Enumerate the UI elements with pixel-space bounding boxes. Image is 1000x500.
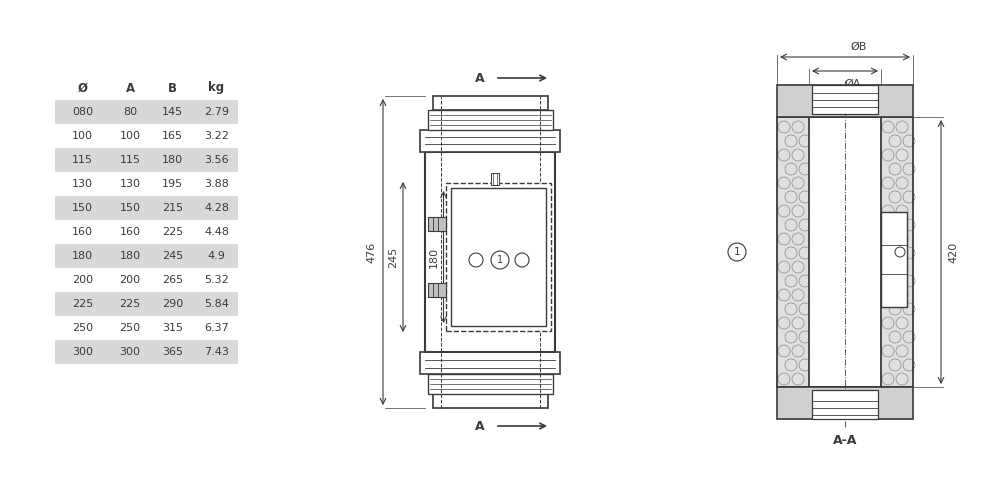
Text: ØA: ØA [845,79,861,89]
Text: 215: 215 [162,203,183,213]
Bar [777,117,809,387]
Text: 250: 250 [119,323,141,333]
Bar [777,117,913,387]
Bar [55,340,238,364]
Text: 250: 250 [72,323,93,333]
Bar [446,183,550,331]
Text: 3.56: 3.56 [204,155,229,165]
Text: A-A: A-A [833,434,857,448]
Text: 2.79: 2.79 [204,107,229,117]
Text: ØB: ØB [851,42,867,52]
Text: 300: 300 [72,347,93,357]
Text: 225: 225 [119,299,141,309]
Bar [55,196,238,220]
Text: A: A [125,82,135,94]
Text: 130: 130 [72,179,93,189]
Bar [777,85,913,117]
Text: 4.9: 4.9 [208,251,225,261]
Bar [432,96,548,110]
Text: 200: 200 [119,275,141,285]
Text: A: A [475,72,485,85]
Bar [55,244,238,268]
Text: 115: 115 [120,155,140,165]
Text: 100: 100 [72,131,93,141]
Text: 180: 180 [72,251,93,261]
Text: 315: 315 [162,323,183,333]
Bar [420,130,560,152]
Bar [432,394,548,408]
Text: 150: 150 [120,203,140,213]
Text: 476: 476 [366,242,376,262]
Bar [428,282,446,296]
Text: 195: 195 [162,179,183,189]
Bar [55,292,238,316]
Text: 4.28: 4.28 [204,203,229,213]
Text: 5.84: 5.84 [204,299,229,309]
Text: 300: 300 [120,347,140,357]
Text: 080: 080 [72,107,93,117]
Text: 420: 420 [948,242,958,262]
Text: 150: 150 [72,203,93,213]
Text: 145: 145 [162,107,183,117]
Text: 130: 130 [120,179,140,189]
Text: 225: 225 [162,227,183,237]
Bar [809,117,881,387]
Bar [812,85,878,114]
Text: 160: 160 [72,227,93,237]
Text: B: B [168,82,177,94]
Text: 180: 180 [428,246,438,268]
Text: Ø: Ø [78,82,88,94]
Bar [55,148,238,172]
Bar [420,352,560,374]
Bar [450,188,546,326]
Text: 290: 290 [162,299,183,309]
Text: 7.43: 7.43 [204,347,229,357]
Text: kg: kg [208,82,225,94]
Text: 165: 165 [162,131,183,141]
Text: 1: 1 [734,247,740,257]
Text: 160: 160 [120,227,140,237]
Text: 265: 265 [162,275,183,285]
Text: 80: 80 [123,107,137,117]
Text: 100: 100 [120,131,140,141]
Text: 3.22: 3.22 [204,131,229,141]
Text: 115: 115 [72,155,93,165]
Bar [55,100,238,124]
Bar [425,152,555,352]
Text: 365: 365 [162,347,183,357]
Bar [428,218,446,232]
Text: 225: 225 [72,299,93,309]
Bar [491,173,499,185]
Text: A: A [475,420,485,432]
Text: 180: 180 [162,155,183,165]
Text: 6.37: 6.37 [204,323,229,333]
Text: 180: 180 [119,251,141,261]
Text: 1: 1 [497,255,503,265]
Bar [881,117,913,387]
Text: 3.88: 3.88 [204,179,229,189]
Bar [881,212,907,307]
Text: 200: 200 [72,275,93,285]
Text: 245: 245 [162,251,183,261]
Bar [812,390,878,419]
Text: 5.32: 5.32 [204,275,229,285]
Bar [777,387,913,419]
Bar [428,374,552,394]
Text: 245: 245 [388,246,398,268]
Bar [428,110,552,130]
Text: 4.48: 4.48 [204,227,229,237]
